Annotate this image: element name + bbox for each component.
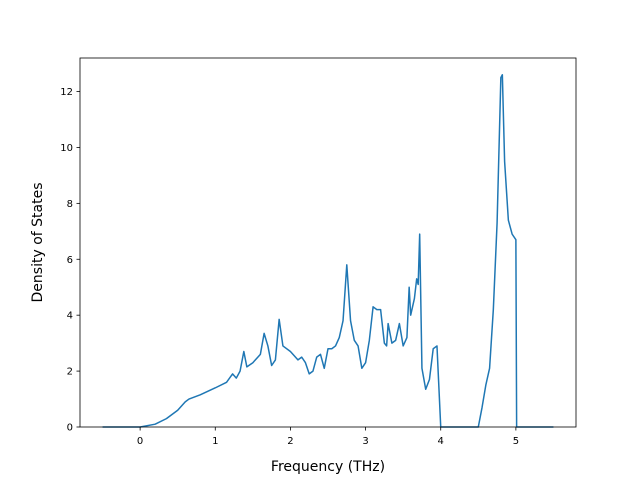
y-tick-label: 2 xyxy=(67,367,73,378)
series-line-0 xyxy=(102,74,554,428)
y-tick-label: 12 xyxy=(60,87,73,98)
series-layer xyxy=(102,74,554,428)
x-tick-label: 5 xyxy=(513,436,519,447)
x-axis-label: Frequency (THz) xyxy=(271,459,385,475)
x-tick-label: 4 xyxy=(438,436,444,447)
y-axis-label: Density of States xyxy=(30,183,46,303)
x-tick-label: 1 xyxy=(212,436,218,447)
y-tick-label: 0 xyxy=(67,423,73,434)
x-tick-label: 0 xyxy=(137,436,143,447)
y-tick-label: 10 xyxy=(60,143,73,154)
y-tick-label: 8 xyxy=(67,199,73,210)
x-axis-ticks: 0 1 2 3 4 5 xyxy=(137,427,519,447)
y-tick-label: 4 xyxy=(67,311,73,322)
x-tick-label: 2 xyxy=(287,436,293,447)
x-tick-label: 3 xyxy=(362,436,368,447)
y-tick-label: 6 xyxy=(67,255,73,266)
plot-frame xyxy=(79,57,577,428)
y-axis-ticks: 0 2 4 6 8 10 12 xyxy=(60,87,80,434)
